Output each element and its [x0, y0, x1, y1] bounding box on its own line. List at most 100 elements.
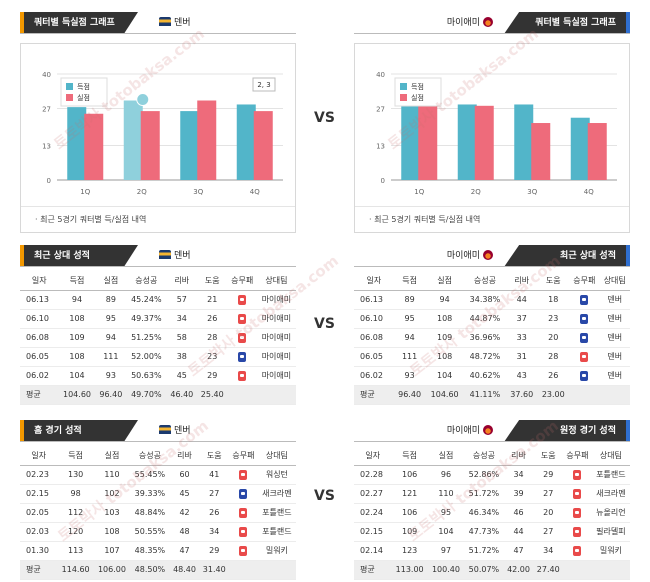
table-cell: 42: [169, 503, 200, 523]
column-header: 득점: [391, 447, 428, 466]
divider: [354, 266, 630, 267]
table-cell: 46: [503, 503, 534, 523]
average-cell: 평균: [354, 385, 394, 405]
column-header: 도움: [199, 447, 230, 466]
y-tick-label: 27: [376, 105, 385, 113]
mia-quarter-panel: 마이애미 쿼터별 득실점 그래프 40 27 13 0 1Q 2Q 3Q 4Q 득점 실점 · 최…: [354, 12, 630, 233]
table-row: 02.23 130 110 55.45% 60 41 워싱턴: [20, 465, 296, 485]
result-cell: [569, 366, 600, 386]
average-cell: [599, 385, 630, 405]
table-row: 02.28 106 96 52.86% 34 29 포틀랜드: [354, 465, 630, 485]
table-cell: 95: [95, 309, 127, 329]
table-cell: 34: [199, 522, 230, 542]
column-header: 일자: [20, 447, 58, 466]
table-cell: 104: [425, 366, 464, 386]
table-cell: 130: [57, 465, 94, 485]
legend-swatch: [66, 94, 73, 101]
average-cell: 41.11%: [463, 385, 506, 405]
table-row: 02.15 98 102 39.33% 45 27 새크라멘: [20, 484, 296, 504]
loss-badge-icon: [239, 488, 248, 499]
result-cell: [229, 522, 258, 542]
x-tick-label: 4Q: [250, 188, 260, 196]
section-title: 원정 경기 성적: [504, 420, 630, 442]
column-header: 상대팀: [599, 272, 630, 291]
den-quarter-header: 쿼터별 득실점 그래프 덴버: [20, 12, 296, 34]
mia-away-table: 일자 득점 실점 승성공 리바 도움 승무패 상대팀 02.28 106 96 52.86% 34 29 포…: [354, 447, 630, 580]
result-cell: [229, 541, 258, 561]
result-cell: [569, 290, 600, 310]
table-cell: 48: [169, 522, 200, 542]
bar-scored: [67, 107, 87, 180]
table-cell: 20: [537, 328, 570, 348]
table-cell: 106: [391, 465, 428, 485]
team-name: 마이애미: [446, 251, 480, 261]
average-cell: [227, 385, 257, 405]
average-cell: 50.07%: [464, 560, 504, 580]
table-cell: 104: [58, 366, 96, 386]
bar-allowed: [253, 111, 273, 180]
den-recent-table: 일자 득점 실점 승성공 리바 도움 승무패 상대팀 06.13 94 89 45.24% 57 21 마이…: [20, 272, 296, 405]
column-header: 실점: [93, 447, 131, 466]
result-cell: [569, 309, 600, 329]
column-header: 상대팀: [591, 447, 630, 466]
table-cell: 28: [537, 347, 570, 367]
win-badge-icon: [573, 488, 582, 499]
mia-recent-table: 일자 득점 실점 승성공 리바 도움 승무패 상대팀 06.13 89 94 34.38% 44 18 덴버…: [354, 272, 630, 405]
mia-recent-header: 마이애미 최근 상대 성적: [354, 245, 630, 267]
table-cell: 111: [95, 347, 127, 367]
table-cell: 58: [166, 328, 198, 348]
table-cell: 45: [169, 484, 200, 504]
den-recent-panel: 최근 상대 성적 덴버 일자 득점 실점 승성공 리바 도움 승무패 상대팀 06.13 94 89…: [20, 245, 296, 405]
average-cell: 114.60: [57, 560, 94, 580]
table-cell: 94: [95, 328, 127, 348]
table-cell: 60: [169, 465, 200, 485]
table-cell: 57: [166, 290, 198, 310]
table-cell: 02.03: [20, 522, 58, 542]
average-cell: 평균: [20, 560, 58, 580]
result-cell: [563, 484, 592, 504]
column-header: 실점: [425, 272, 464, 291]
win-badge-icon: [573, 545, 582, 556]
legend-box: [394, 77, 442, 107]
section-title: 홈 경기 성적: [20, 420, 138, 442]
team-label: 마이애미: [447, 12, 496, 34]
average-cell: 96.40: [95, 385, 127, 405]
column-header: 승성공: [463, 272, 506, 291]
table-cell: 93: [393, 366, 426, 386]
y-tick-label: 0: [381, 177, 385, 185]
vs-label: VS: [314, 110, 335, 126]
average-cell: 100.40: [427, 560, 465, 580]
table-cell: 98: [57, 484, 94, 504]
table-cell: 34.38%: [463, 290, 506, 310]
win-badge-icon: [573, 526, 582, 537]
average-cell: 23.00: [537, 385, 570, 405]
table-cell: 109: [391, 522, 428, 542]
table-cell: 95: [427, 503, 465, 523]
table-cell: 뉴올리언: [591, 503, 630, 523]
table-cell: 108: [58, 309, 96, 329]
table-row: 02.03 120 108 50.55% 48 34 포틀랜드: [20, 522, 296, 542]
table-header-row: 일자 득점 실점 승성공 리바 도움 승무패 상대팀: [354, 447, 630, 466]
column-header: 승성공: [126, 272, 167, 291]
table-cell: 45.24%: [126, 290, 167, 310]
loss-badge-icon: [238, 351, 247, 362]
den-quarter-panel: 쿼터별 득실점 그래프 덴버 40 27 13 0 1Q 2Q 3Q 4Q 득점 실점 2, 3 ·…: [20, 12, 296, 233]
denver-logo-icon: [159, 250, 171, 259]
den-home-panel: 홈 경기 성적 덴버 일자 득점 실점 승성공 리바 도움 승무패 상대팀 02.23 130 11…: [20, 420, 296, 580]
average-cell: 42.00: [503, 560, 534, 580]
chart-note-text: 최근 5경기 쿼터별 득/실점 내역: [374, 215, 481, 224]
table-cell: 02.14: [354, 541, 392, 561]
column-header: 실점: [95, 272, 127, 291]
table-cell: 밀워키: [257, 541, 296, 561]
table-cell: 52.86%: [464, 465, 504, 485]
result-cell: [229, 503, 258, 523]
result-cell: [563, 522, 592, 542]
table-cell: 43: [505, 366, 538, 386]
x-tick-label: 3Q: [193, 188, 203, 196]
team-name: 덴버: [174, 426, 191, 436]
table-cell: 02.24: [354, 503, 392, 523]
team-name: 마이애미: [446, 426, 480, 436]
win-badge-icon: [239, 526, 248, 537]
table-cell: 47.73%: [464, 522, 504, 542]
miami-logo-icon: [483, 249, 493, 260]
